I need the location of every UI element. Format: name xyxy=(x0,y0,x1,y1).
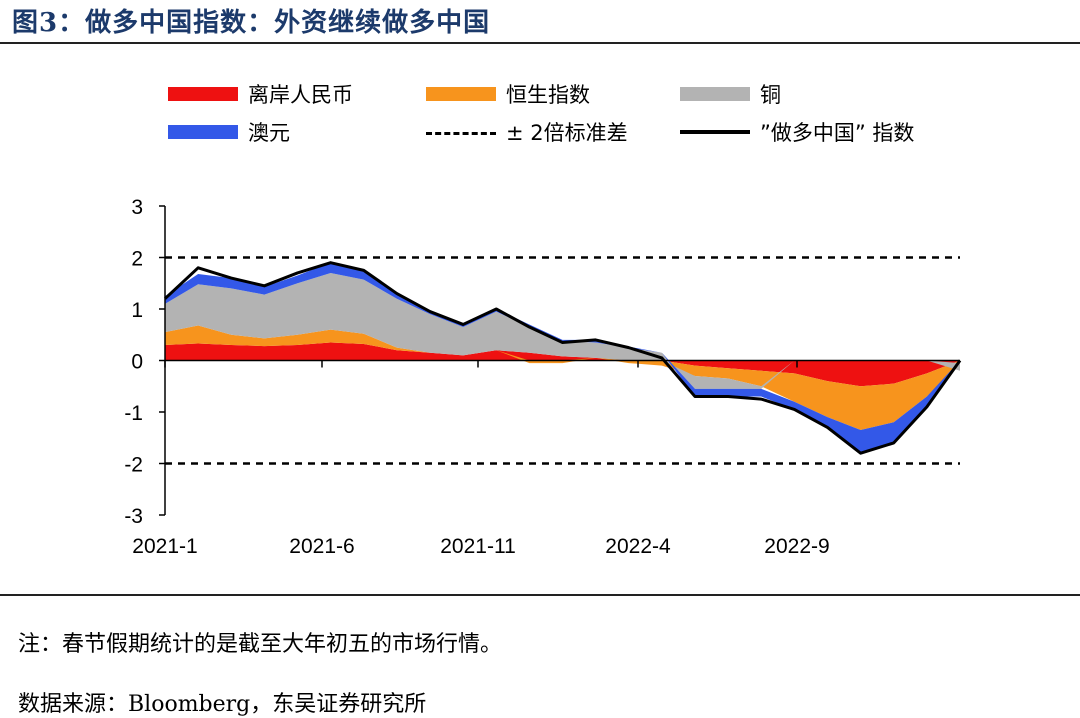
chart-legend: 离岸人民币 恒生指数 铜 澳元 ± 2倍标准差 ”做多中国” 指数 xyxy=(168,78,1028,158)
data-source: 数据来源：Bloomberg，东吴证券研究所 xyxy=(18,692,427,717)
legend-label-aud: 澳元 xyxy=(248,121,290,145)
legend-swatch-hsi xyxy=(426,87,496,101)
y-tick-label: 3 xyxy=(131,196,143,219)
area-series-cnh xyxy=(165,342,960,387)
legend-label-band: ± 2倍标准差 xyxy=(506,121,628,145)
index-line xyxy=(163,261,962,455)
legend-swatch-cnh xyxy=(168,87,238,101)
stacked-areas xyxy=(165,262,960,454)
y-tick-label: 1 xyxy=(131,299,143,322)
bottom-divider xyxy=(0,594,1080,596)
legend-item-copper: 铜 xyxy=(680,78,781,110)
legend-swatch-aud xyxy=(168,125,238,139)
top-divider xyxy=(0,42,1080,44)
legend-item-band: ± 2倍标准差 xyxy=(426,116,628,148)
x-tick-label: 2021-6 xyxy=(289,535,354,558)
legend-item-aud: 澳元 xyxy=(168,116,290,148)
legend-item-hsi: 恒生指数 xyxy=(426,78,590,110)
y-tick-label: -1 xyxy=(124,402,143,425)
legend-item-index: ”做多中国” 指数 xyxy=(680,116,914,148)
axes: 3 2 1 0 -1 -2 -3 2021-1 2021-6 2021-11 2022-4 2022-… xyxy=(124,196,960,558)
legend-swatch-copper xyxy=(680,87,750,101)
legend-label-index: ”做多中国” 指数 xyxy=(760,121,915,145)
figure-title: 图3：做多中国指数：外资继续做多中国 xyxy=(12,8,491,38)
y-tick-label: 2 xyxy=(131,248,143,271)
x-tick-label: 2022-4 xyxy=(605,535,671,558)
index-line-group xyxy=(163,261,962,455)
legend-label-cnh: 离岸人民币 xyxy=(248,83,353,107)
footnote: 注：春节假期统计的是截至大年初五的市场行情。 xyxy=(18,632,503,657)
legend-label-copper: 铜 xyxy=(760,83,781,107)
y-tick-label: -3 xyxy=(124,505,143,528)
x-tick-label: 2022-9 xyxy=(764,535,829,558)
x-tick-label: 2021-1 xyxy=(132,535,197,558)
reference-lines xyxy=(165,256,960,465)
legend-item-cnh: 离岸人民币 xyxy=(168,78,353,110)
x-tick-label: 2021-11 xyxy=(440,535,516,558)
legend-swatch-index xyxy=(680,130,750,134)
y-tick-label: 0 xyxy=(131,351,143,374)
legend-label-hsi: 恒生指数 xyxy=(506,83,590,107)
area-series-copper xyxy=(165,272,960,389)
y-tick-label: -2 xyxy=(124,454,143,477)
area-series-hsi xyxy=(165,325,960,431)
chart-plot: 3 2 1 0 -1 -2 -3 2021-1 2021-6 2021-11 2022-4 2022-… xyxy=(124,196,962,558)
legend-swatch-band xyxy=(426,131,496,135)
